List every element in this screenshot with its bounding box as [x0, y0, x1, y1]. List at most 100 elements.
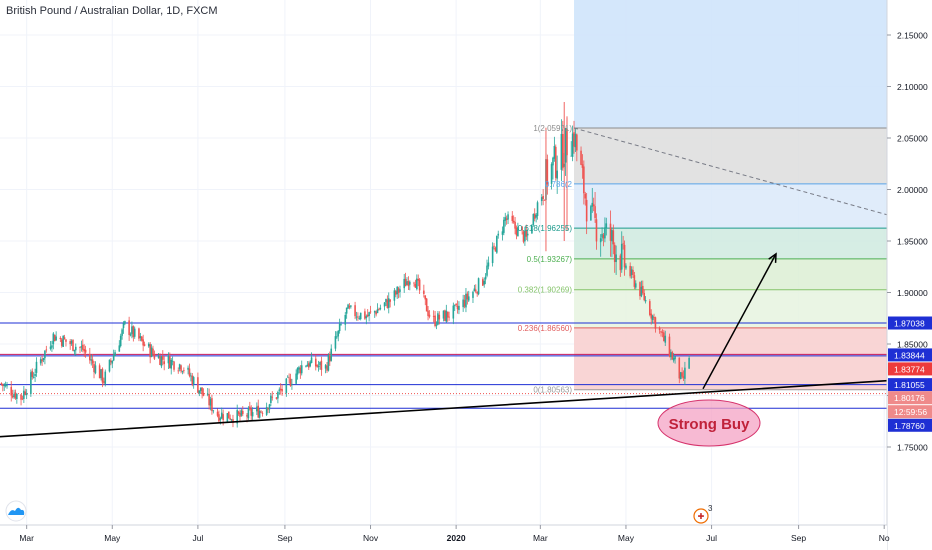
candle	[688, 355, 690, 370]
candle-body	[455, 303, 457, 306]
candle-body	[458, 305, 460, 311]
candle-body	[171, 360, 174, 362]
candle	[14, 389, 17, 400]
candle-body	[416, 278, 418, 290]
candle-body	[23, 390, 25, 399]
candle-body	[278, 389, 281, 391]
candle-body	[338, 323, 341, 332]
candle	[275, 396, 278, 400]
candle-body	[622, 243, 624, 245]
event-badge[interactable]: ✚ 3	[693, 504, 713, 524]
candle	[345, 307, 348, 319]
candle	[504, 212, 507, 227]
candle	[51, 340, 53, 352]
candle-body	[250, 408, 253, 416]
candle-body	[289, 378, 292, 387]
candle	[70, 339, 73, 346]
support-trendline[interactable]	[0, 379, 888, 438]
candle-body	[121, 329, 123, 336]
price-axis[interactable]: 2.15000 2.10000 2.05000 2.00000 1.95000 1.900…	[886, 0, 932, 550]
price-badge-bg	[888, 348, 932, 362]
candle-body	[438, 314, 441, 320]
candle	[21, 395, 24, 401]
candle-body	[209, 399, 212, 406]
candle	[358, 315, 361, 320]
candle-body	[258, 410, 261, 418]
tradingview-logo-icon[interactable]	[5, 500, 27, 522]
arrow-head	[768, 252, 777, 263]
candle-body	[425, 298, 428, 312]
fib-level-label: 0.236(1.86560)	[518, 324, 573, 333]
candle	[641, 280, 644, 295]
candle	[664, 330, 667, 346]
strong-buy-annotation[interactable]: Strong Buy	[657, 399, 761, 447]
candle	[191, 373, 194, 387]
candle	[340, 321, 342, 326]
candle-body	[423, 290, 425, 294]
candle	[525, 224, 528, 241]
candle-body	[632, 269, 634, 275]
candle	[409, 280, 411, 291]
candle	[462, 294, 464, 312]
candle	[620, 231, 623, 273]
candle-body	[34, 374, 36, 376]
candle	[129, 332, 132, 337]
candle-body	[320, 360, 323, 370]
candle-body	[383, 302, 386, 307]
candle	[497, 230, 500, 239]
candle	[103, 377, 105, 386]
candle-body	[70, 340, 73, 344]
candle-body	[345, 307, 348, 314]
candle-body	[556, 170, 558, 179]
candle	[650, 309, 653, 325]
candle	[239, 409, 241, 422]
candle	[522, 230, 525, 244]
candle-body	[670, 352, 672, 358]
candle	[320, 356, 323, 376]
candle-body	[260, 411, 262, 413]
candle-body	[672, 357, 675, 361]
candle-body	[462, 299, 464, 308]
candle	[649, 299, 651, 317]
candle-body	[128, 320, 130, 335]
candle-body	[42, 357, 45, 360]
candle-body	[84, 349, 87, 353]
candle-body	[298, 367, 300, 370]
candle	[271, 391, 274, 401]
candle	[369, 305, 372, 314]
candle-body	[91, 359, 94, 364]
candle	[25, 389, 28, 400]
candle-body	[658, 327, 661, 331]
candle	[79, 346, 81, 354]
price-badge-bg	[888, 316, 932, 330]
candle	[609, 210, 612, 257]
candle	[543, 199, 546, 201]
candle-body	[376, 309, 379, 314]
candle-body	[35, 361, 38, 373]
candle	[494, 246, 497, 252]
candle	[386, 295, 389, 309]
candle	[357, 312, 359, 321]
candle	[226, 412, 229, 423]
candle-body	[674, 356, 676, 360]
candle	[188, 363, 191, 378]
candle-body	[98, 365, 101, 379]
candle-body	[124, 321, 126, 324]
candle	[590, 204, 592, 221]
candle	[101, 367, 104, 388]
candle-body	[152, 348, 154, 355]
price-badge-bg	[888, 391, 932, 405]
time-axis[interactable]: Mar May Jul Sep Nov 2020 Mar May Jul Sep No	[0, 524, 890, 550]
candle	[180, 364, 182, 374]
candle	[640, 280, 643, 298]
candle-body	[456, 305, 459, 310]
candle-body	[424, 295, 427, 300]
candle	[643, 289, 645, 302]
candle	[249, 401, 251, 411]
candle	[389, 299, 391, 308]
candle-body	[181, 371, 184, 373]
candle	[445, 304, 448, 323]
candle-body	[191, 375, 194, 385]
candle	[147, 342, 150, 348]
